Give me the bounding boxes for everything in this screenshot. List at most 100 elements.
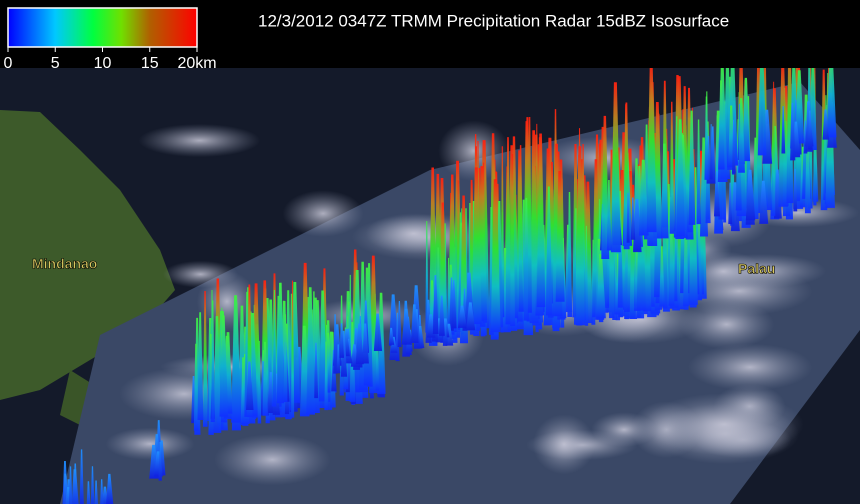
cloud [687,343,813,391]
colorbar-tick-label: 5 [51,55,60,72]
tower [781,106,786,154]
tower [732,119,736,175]
tower [100,479,104,504]
tower [272,289,277,407]
tower [633,199,642,253]
tower [659,246,665,307]
tower [471,167,482,325]
tower [742,77,751,162]
tower [793,168,798,212]
tower [158,441,162,481]
tower [432,275,439,335]
cloud [282,190,364,237]
tower [397,301,402,347]
tower [545,186,553,316]
precipitation-towers [62,37,837,504]
tower [246,361,254,410]
tower [826,50,837,138]
cloud [365,213,462,255]
tower [438,295,445,336]
colorbar-tick-label: 15 [141,55,159,72]
tower [626,192,630,243]
tower [688,110,696,225]
tower [660,143,669,239]
tower [401,308,412,345]
tower [704,96,709,180]
tower [362,323,369,364]
cloud [138,123,261,158]
tower [306,287,316,415]
tower [336,344,341,374]
tower [68,466,73,504]
tower [601,115,610,260]
tower [669,101,675,234]
tower [466,302,476,331]
tower [745,169,756,221]
tower [807,110,813,150]
tower [377,292,386,394]
tower [630,197,636,240]
tower [786,37,793,204]
tower [90,466,95,504]
cloud [438,120,510,182]
tower [567,192,573,317]
tower [211,300,215,423]
tower [410,304,419,343]
tower [505,137,512,325]
tower [333,314,338,374]
tower [86,481,91,504]
tower [373,313,383,352]
tower [193,343,199,431]
tower [197,312,204,421]
tower [683,227,689,307]
tower [527,117,532,313]
tower [202,291,208,427]
colorbar-tick-label: 0 [4,55,13,72]
tower [696,119,702,225]
cloud [644,393,804,456]
colorbar [7,7,198,48]
colorbar-tick-label: 20km [177,55,216,72]
tower [324,341,328,411]
cloud [678,299,775,349]
tower [231,295,241,423]
tower [276,282,285,404]
tower [555,171,565,302]
tower [536,133,546,308]
tower [757,44,767,156]
tower [451,280,457,329]
cloud [214,434,331,486]
tower [584,225,589,326]
tower [339,323,345,358]
tower [490,179,501,333]
tower [262,341,268,416]
tower [257,340,262,424]
tower [94,480,98,504]
map-label: Palau [738,261,775,277]
tower [730,182,740,232]
tower [457,305,467,328]
tower [283,314,288,403]
tower [518,145,524,312]
tower [106,473,114,504]
cloud [105,427,195,461]
tower [355,323,364,365]
tower [575,146,586,326]
tower [668,225,675,306]
tower [709,124,713,180]
colorbar-ticks: 0 5 10 15 20km [4,47,217,72]
tower [728,182,733,224]
tower [219,315,229,417]
tower [646,65,657,233]
cloud [532,414,596,475]
tower [510,154,516,326]
tower [71,469,79,504]
map-label: Mindanao [32,256,97,272]
tower [795,70,805,144]
tower [759,180,769,224]
tower [713,171,720,217]
tower [638,159,649,236]
tower [718,80,725,170]
tower [213,316,222,433]
